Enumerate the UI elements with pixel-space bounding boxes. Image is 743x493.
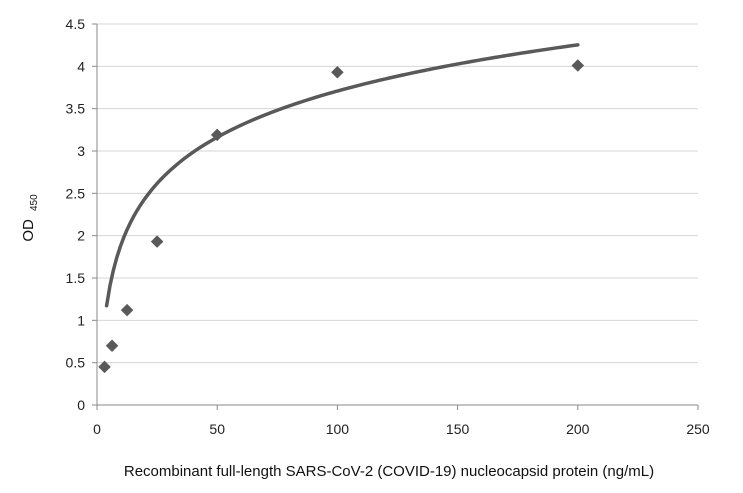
trendline [104, 43, 580, 308]
x-tick-label: 50 [209, 421, 225, 437]
data-point-marker [571, 59, 585, 72]
y-tick-label: 1 [77, 312, 85, 328]
y-axis-title-subscript: 450 [29, 194, 40, 211]
data-point-marker [120, 303, 134, 317]
y-tick-label: 2.5 [66, 185, 86, 201]
tick-labels: 0 0.5 1 1.5 2 2.5 3 3.5 4 4.5 0 50 100 150 200 250 [66, 16, 710, 437]
y-tick-label: 0.5 [66, 355, 86, 371]
data-point-marker [210, 128, 224, 142]
x-tick-label: 250 [686, 421, 710, 437]
y-tick-label: 4 [77, 58, 85, 74]
y-tick-label: 3 [77, 143, 85, 159]
y-axis-title: OD 450 [20, 194, 40, 242]
axes [92, 23, 699, 410]
x-tick-label: 200 [566, 421, 590, 437]
y-tick-label: 4.5 [66, 16, 86, 32]
y-tick-label: 0 [77, 397, 85, 413]
x-tick-label: 150 [446, 421, 470, 437]
data-point-marker [98, 360, 111, 374]
data-points [98, 59, 585, 374]
data-point-marker [331, 65, 344, 79]
y-tick-label: 2 [77, 228, 85, 244]
y-tick-label: 1.5 [66, 270, 86, 286]
x-axis-title: Recombinant full-length SARS-CoV-2 (COVI… [124, 463, 654, 480]
y-tick-label: 3.5 [66, 101, 86, 117]
data-point-marker [150, 235, 164, 248]
data-point-marker [105, 339, 119, 353]
x-tick-label: 0 [93, 421, 101, 437]
y-axis-title-main: OD [20, 219, 37, 242]
x-tick-label: 100 [326, 421, 350, 437]
trendline-layer [104, 43, 580, 308]
